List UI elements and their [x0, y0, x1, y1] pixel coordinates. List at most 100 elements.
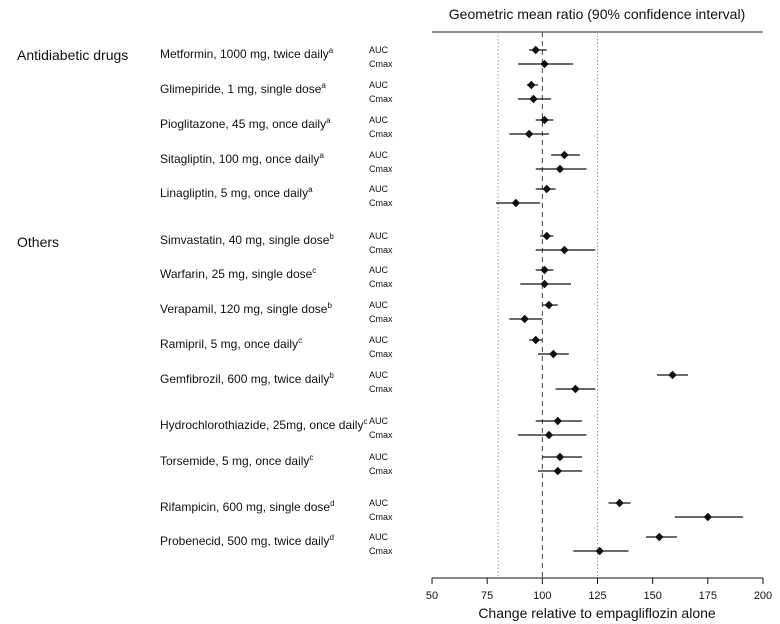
auc-point-marker	[615, 498, 624, 508]
cmax-label: Cmax	[369, 349, 393, 359]
auc-label: AUC	[369, 184, 389, 194]
drug-row: Sitagliptin, 100 mg, once dailya AUC Cmax	[160, 150, 587, 174]
drug-name-text: Ramipril, 5 mg, once daily	[160, 337, 298, 351]
drug-row: Warfarin, 25 mg, single dosec AUC Cmax	[160, 265, 572, 289]
x-axis-label: Change relative to empagliflozin alone	[478, 605, 716, 621]
auc-label: AUC	[369, 335, 389, 345]
drug-footnote-superscript: c	[312, 266, 316, 275]
x-tick-label-5: 175	[699, 590, 717, 602]
cmax-label: Cmax	[369, 198, 393, 208]
x-tick-label-6: 200	[754, 590, 772, 602]
cmax-label: Cmax	[369, 384, 393, 394]
drug-name: Metformin, 1000 mg, twice dailya	[160, 46, 334, 61]
auc-label: AUC	[369, 370, 389, 380]
cmax-point-marker	[571, 384, 580, 394]
cmax-label: Cmax	[369, 466, 393, 476]
group-label-1: Others	[17, 234, 59, 250]
drug-footnote-superscript: a	[326, 116, 331, 125]
auc-point-marker	[560, 150, 569, 160]
drug-name-text: Linagliptin, 5 mg, once daily	[160, 186, 308, 200]
drug-name: Torsemide, 5 mg, once dailyc	[160, 453, 313, 468]
drug-name: Gemfibrozil, 600 mg, twice dailyb	[160, 371, 334, 386]
auc-point-marker	[527, 80, 536, 90]
x-tick-label-1: 75	[481, 590, 493, 602]
drug-name: Verapamil, 120 mg, single doseb	[160, 301, 332, 316]
auc-label: AUC	[369, 532, 389, 542]
drug-name-text: Glimepiride, 1 mg, single dose	[160, 82, 322, 96]
auc-label: AUC	[369, 265, 389, 275]
drug-footnote-superscript: c	[298, 336, 302, 345]
drug-name: Linagliptin, 5 mg, once dailya	[160, 185, 313, 200]
chart-title: Geometric mean ratio (90% confidence int…	[449, 6, 745, 22]
drug-name-text: Verapamil, 120 mg, single dose	[160, 302, 328, 316]
drug-name-text: Warfarin, 25 mg, single dose	[160, 267, 313, 281]
cmax-point-marker	[520, 314, 529, 324]
cmax-point-marker	[529, 94, 538, 104]
drug-row: Glimepiride, 1 mg, single dosea AUC Cmax	[160, 80, 552, 104]
drug-rows: Antidiabetic drugs Metformin, 1000 mg, tw…	[17, 45, 744, 556]
cmax-point-marker	[553, 466, 562, 476]
auc-label: AUC	[369, 45, 389, 55]
drug-name: Probenecid, 500 mg, twice dailyd	[160, 533, 334, 548]
cmax-label: Cmax	[369, 430, 393, 440]
auc-point-marker	[531, 335, 540, 345]
drug-name: Glimepiride, 1 mg, single dosea	[160, 81, 326, 96]
drug-row: Rifampicin, 600 mg, single dosed AUC Cmax	[160, 498, 744, 522]
drug-footnote-superscript: c	[309, 453, 313, 462]
auc-label: AUC	[369, 80, 389, 90]
cmax-label: Cmax	[369, 129, 393, 139]
cmax-label: Cmax	[369, 245, 393, 255]
cmax-point-marker	[555, 164, 565, 174]
cmax-point-marker	[524, 129, 534, 139]
drug-footnote-superscript: b	[327, 301, 332, 310]
drug-row: Pioglitazone, 45 mg, once dailya AUC Cmax	[160, 115, 554, 139]
drug-footnote-superscript: d	[330, 499, 334, 508]
x-tick-label-0: 50	[426, 590, 438, 602]
cmax-point-marker	[595, 546, 604, 556]
cmax-point-marker	[544, 430, 554, 440]
drug-name-text: Simvastatin, 40 mg, single dose	[160, 233, 330, 247]
cmax-label: Cmax	[369, 512, 393, 522]
auc-label: AUC	[369, 231, 389, 241]
drug-row: Simvastatin, 40 mg, single doseb AUC Cmax	[160, 231, 596, 255]
auc-label: AUC	[369, 300, 389, 310]
drug-row: Gemfibrozil, 600 mg, twice dailyb AUC Cmax	[160, 370, 688, 394]
auc-point-marker	[544, 300, 554, 310]
x-tick-label-4: 150	[643, 590, 661, 602]
cmax-label: Cmax	[369, 164, 393, 174]
cmax-label: Cmax	[369, 546, 393, 556]
drug-name: Pioglitazone, 45 mg, once dailya	[160, 116, 331, 131]
cmax-point-marker	[560, 245, 569, 255]
drug-footnote-superscript: a	[308, 185, 313, 194]
cmax-point-marker	[540, 279, 549, 289]
cmax-point-marker	[540, 59, 549, 69]
drug-name-text: Gemfibrozil, 600 mg, twice daily	[160, 372, 329, 386]
cmax-label: Cmax	[369, 279, 393, 289]
auc-label: AUC	[369, 498, 389, 508]
auc-label: AUC	[369, 115, 389, 125]
cmax-point-marker	[549, 349, 558, 359]
drug-row: Linagliptin, 5 mg, once dailya AUC Cmax	[160, 184, 556, 208]
auc-point-marker	[531, 45, 540, 55]
drug-name: Ramipril, 5 mg, once dailyc	[160, 336, 302, 351]
drug-name: Hydrochlorothiazide, 25mg, once dailyc	[160, 417, 367, 432]
drug-footnote-superscript: a	[319, 151, 324, 160]
drug-footnote-superscript: d	[329, 533, 333, 542]
drug-name-text: Hydrochlorothiazide, 25mg, once daily	[160, 418, 363, 432]
auc-label: AUC	[369, 416, 389, 426]
x-axis-ticks: 50 75 100 125 150 175 200	[426, 578, 772, 602]
drug-name: Warfarin, 25 mg, single dosec	[160, 266, 316, 281]
auc-point-marker	[542, 184, 551, 194]
drug-name-text: Pioglitazone, 45 mg, once daily	[160, 117, 326, 131]
drug-footnote-superscript: a	[321, 81, 326, 90]
cmax-label: Cmax	[369, 59, 393, 69]
auc-point-marker	[555, 452, 565, 462]
auc-label: AUC	[369, 150, 389, 160]
drug-name-text: Sitagliptin, 100 mg, once daily	[160, 152, 319, 166]
drug-footnote-superscript: c	[363, 417, 367, 426]
drug-name-text: Torsemide, 5 mg, once daily	[160, 454, 309, 468]
auc-point-marker	[553, 416, 562, 426]
cmax-label: Cmax	[369, 94, 393, 104]
